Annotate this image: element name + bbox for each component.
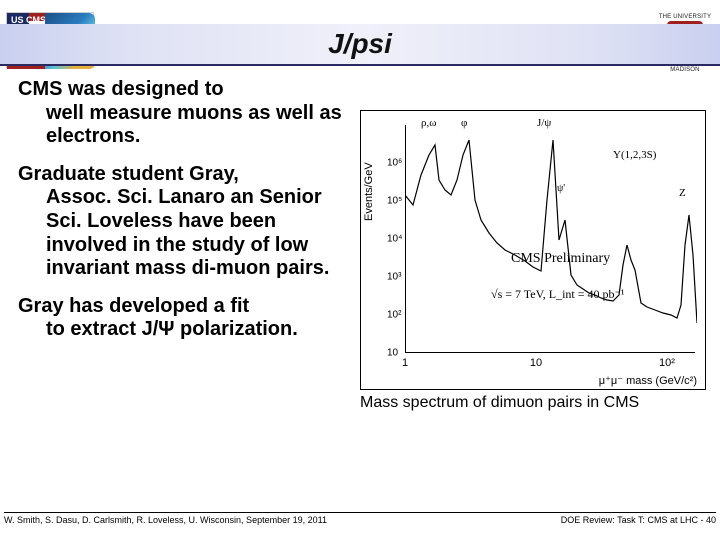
footer-right: DOE Review: Task T: CMS at LHC - 40 — [561, 515, 716, 530]
p1-rest: well measure muons as well as electrons. — [18, 102, 358, 149]
p3-first: Gray has developed a fit — [18, 295, 249, 317]
ytick-2: 10² — [387, 310, 401, 321]
ann-psi2s: ψ' — [557, 183, 565, 194]
ytick-5: 10⁵ — [387, 196, 402, 207]
xtick-1: 1 — [402, 357, 408, 369]
xtick-100: 10² — [659, 357, 675, 369]
title-bar: J/psi — [0, 24, 720, 66]
page-title: J/psi — [328, 28, 392, 60]
sqrt-s-lumi: √s = 7 TeV, L_int = 40 pb⁻¹ — [491, 287, 624, 302]
body-text: CMS was designed to well measure muons a… — [18, 78, 358, 356]
dimuon-mass-chart: Events/GeV μ⁺μ⁻ mass (GeV/c²) 1 10 10² 1… — [360, 110, 706, 390]
y-axis-label: Events/GeV — [363, 162, 375, 221]
p3-rest: to extract J/Ψ polarization. — [18, 318, 328, 342]
ann-upsilon: Υ(1,2,3S) — [613, 149, 656, 161]
univ-city: MADISON — [658, 67, 712, 74]
footer-left: W. Smith, S. Dasu, D. Carlsmith, R. Love… — [4, 515, 327, 530]
para-1: CMS was designed to well measure muons a… — [18, 78, 358, 149]
ytick-4: 10⁴ — [387, 234, 402, 245]
ann-z: Z — [679, 187, 686, 199]
ytick-1: 10 — [387, 348, 398, 359]
chart-caption: Mass spectrum of dimuon pairs in CMS — [360, 394, 710, 412]
p1-first: CMS was designed to — [18, 78, 224, 100]
ann-jpsi: J/ψ — [537, 117, 551, 129]
p2-first: Graduate student Gray, — [18, 163, 239, 185]
xtick-10: 10 — [530, 357, 542, 369]
x-axis-label: μ⁺μ⁻ mass (GeV/c²) — [599, 374, 697, 387]
ann-phi: φ — [461, 117, 467, 129]
ytick-3: 10³ — [387, 272, 401, 283]
univ-line1: THE UNIVERSITY — [658, 14, 712, 21]
ytick-6: 10⁶ — [387, 158, 402, 169]
para-2: Graduate student Gray, Assoc. Sci. Lanar… — [18, 163, 358, 281]
footer: W. Smith, S. Dasu, D. Carlsmith, R. Love… — [4, 512, 716, 530]
cms-preliminary: CMS Preliminary — [511, 251, 610, 267]
p2-rest: Assoc. Sci. Lanaro an Senior Sci. Lovele… — [18, 186, 358, 280]
ann-rho-omega: ρ,ω — [421, 117, 436, 129]
